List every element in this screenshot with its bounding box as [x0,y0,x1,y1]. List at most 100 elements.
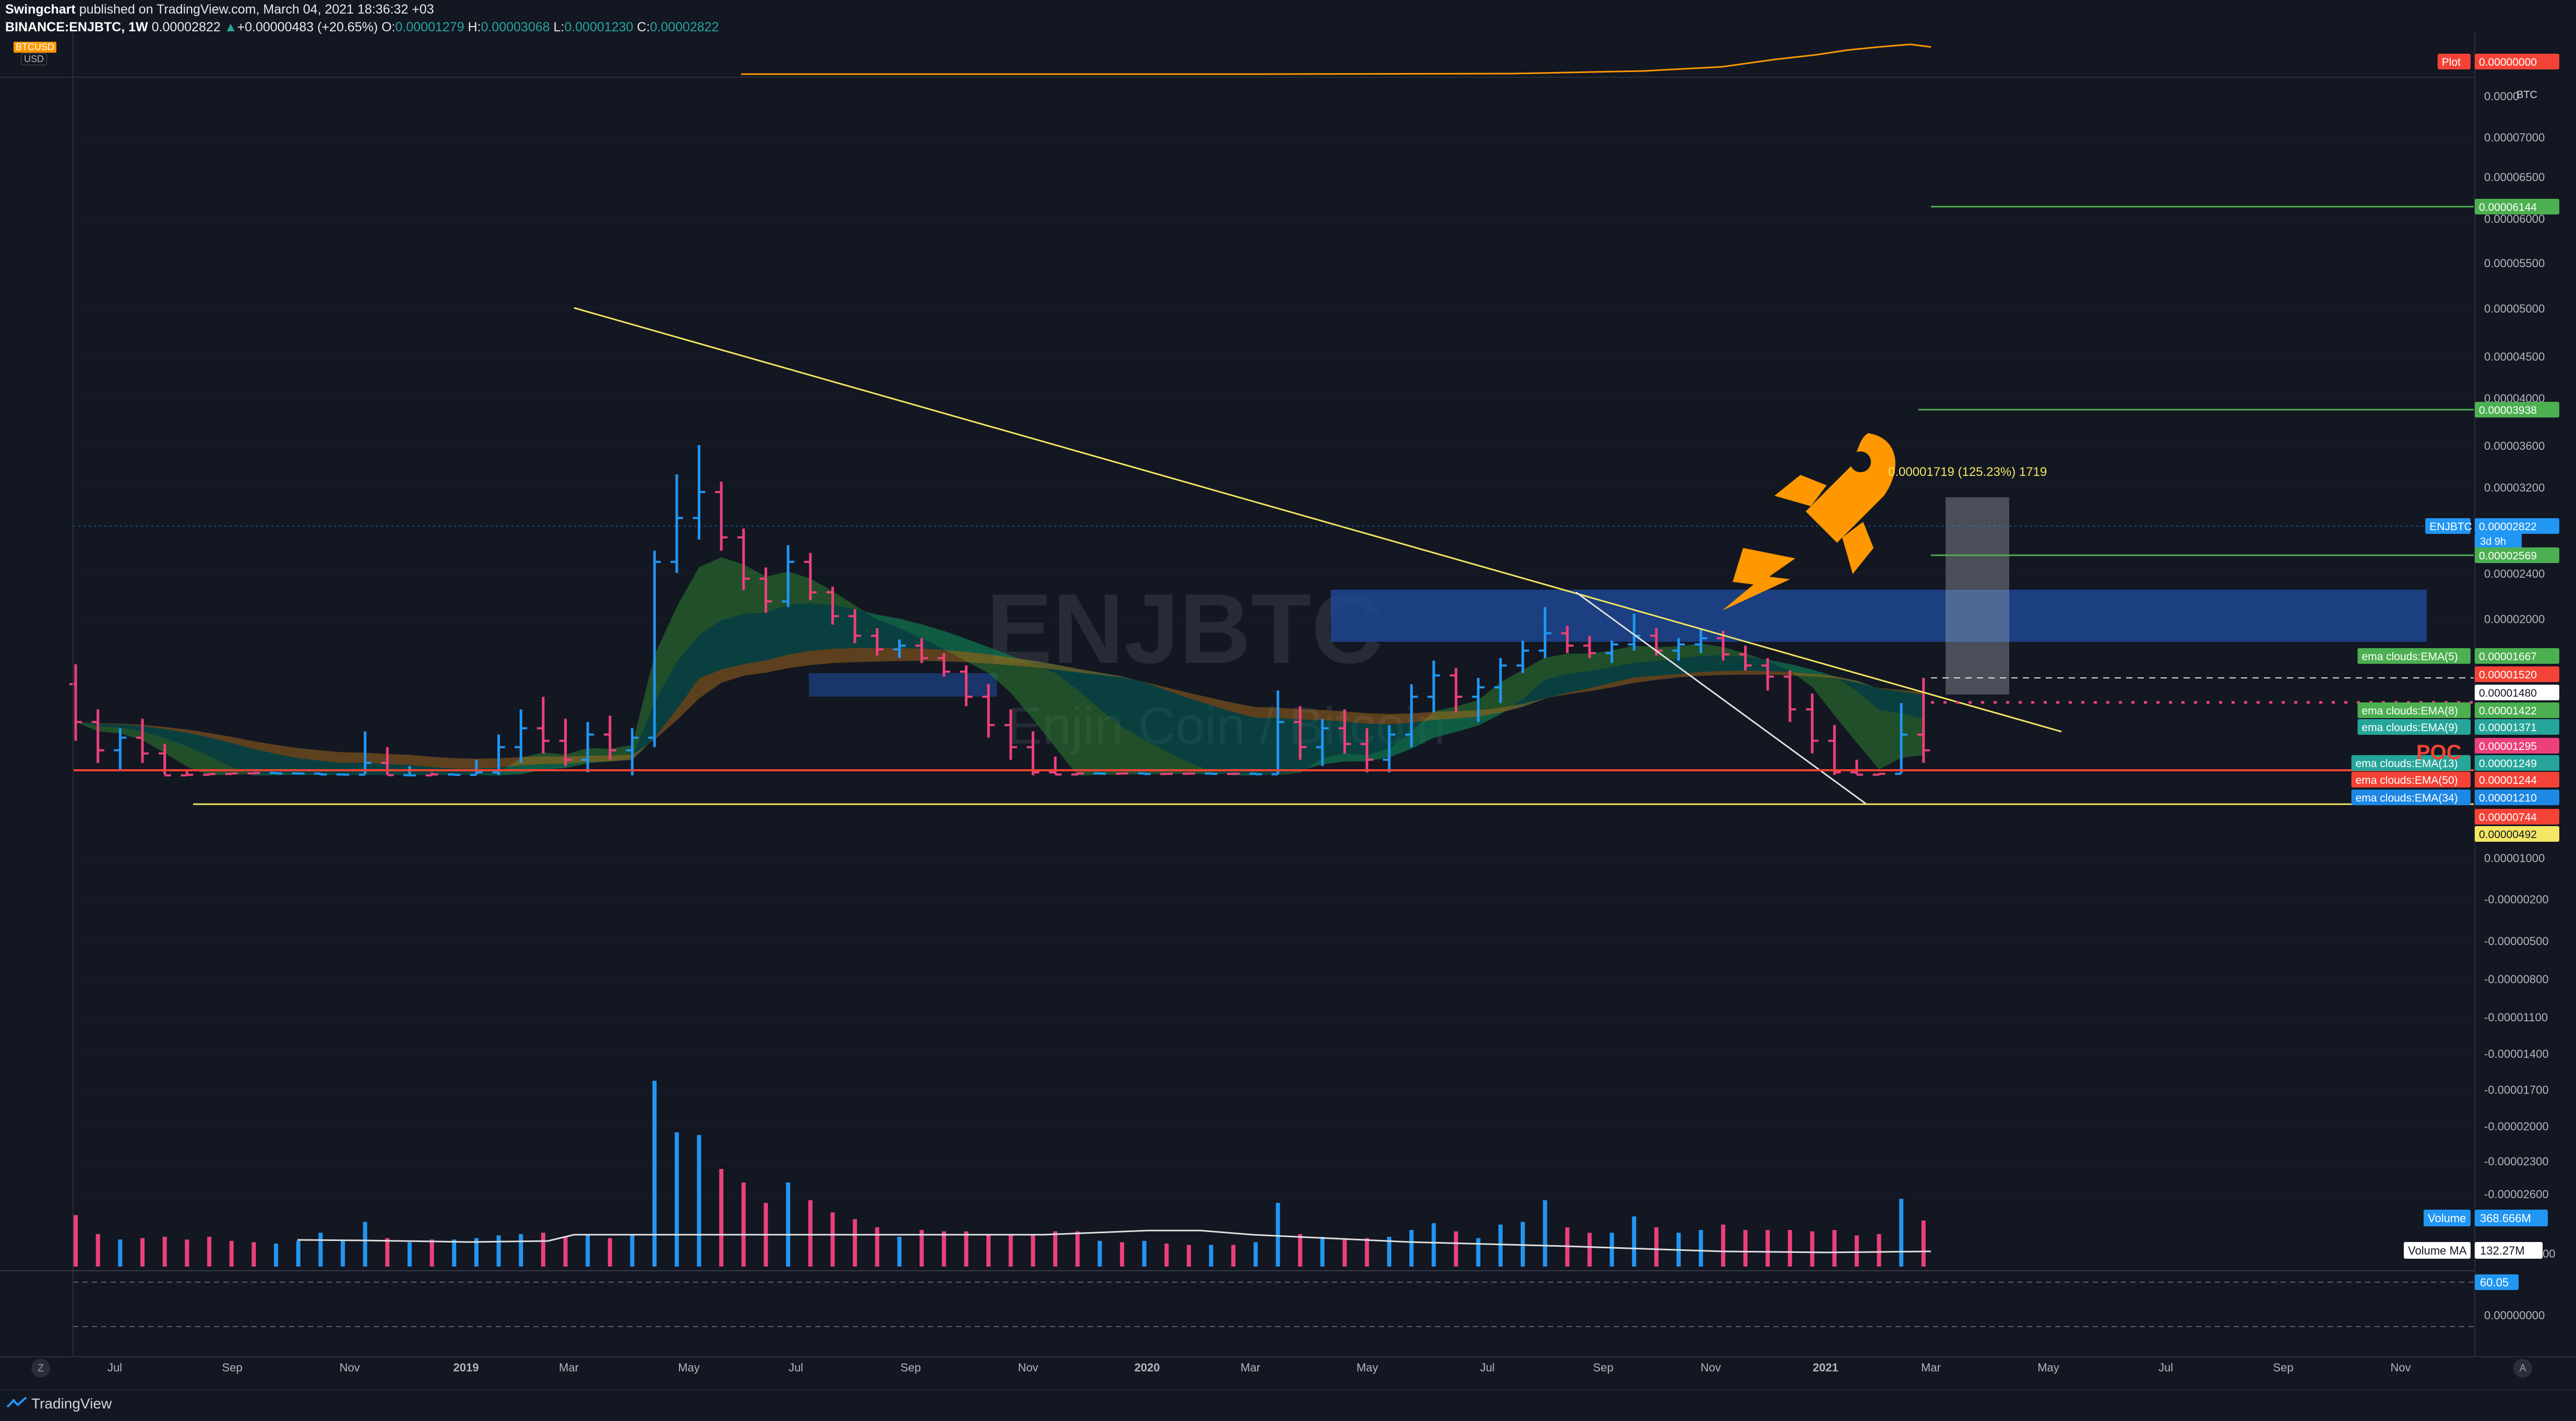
high-value: 0.00003068 [481,20,550,34]
volume-bar [1409,1230,1414,1267]
volume-bar [808,1200,813,1267]
time-tick: 2019 [454,1361,479,1374]
price-tick: -0.00001100 [2484,1011,2548,1024]
price-label-badge [2475,199,2559,214]
volume-bar [185,1239,189,1267]
time-axis: Jul Sep Nov 2019 Mar May Jul Sep Nov 2020 Mar May Ju… [108,1361,2411,1374]
volume-bar [1098,1240,1102,1267]
volume-value-badge [2475,1210,2548,1226]
volume-bar [1743,1230,1748,1267]
resistance-zone [1331,590,2427,642]
volume-bar [229,1240,234,1267]
price-label-badge [2475,402,2559,417]
price-label-value: 0.00002822 [2479,521,2537,533]
time-tick: Sep [2273,1361,2293,1374]
price-tick: 0.00007000 [2484,131,2545,144]
price-tick: 0.00005500 [2484,257,2545,270]
volume-bar [1520,1222,1525,1267]
volume-bar [118,1239,123,1267]
price-label-value: 0.00001249 [2479,758,2537,770]
price-tick: 0.00001000 [2484,852,2545,865]
volume-bar [563,1237,568,1267]
support-zone-left [809,673,997,697]
time-tick: Mar [1241,1361,1260,1374]
price-label-badge [2475,547,2559,563]
symbol-label[interactable]: BINANCE:ENJBTC, 1W [5,20,148,34]
publisher-name[interactable]: Swingchart [5,2,76,17]
close-label: C: [637,20,650,34]
time-tick: Nov [1018,1361,1038,1374]
zoom-button[interactable]: Z [31,1359,50,1378]
volume-bar [162,1237,167,1267]
volume-bar [697,1135,701,1267]
volume-bar [296,1240,301,1267]
volume-bar [897,1237,902,1267]
price-label-value: 0.00001667 [2479,651,2537,663]
volume-bar [1231,1245,1236,1267]
measure-box [1946,497,2009,695]
price-tick: 0.00006000 [2484,212,2545,225]
price-label-name-badge [2437,54,2471,69]
currency-badge[interactable]: USD [21,53,47,65]
volume-bar [1543,1200,1547,1267]
price-tick: 0.00003600 [2484,439,2545,452]
price-label-name-badge [2351,755,2471,771]
price-label-name: ema clouds:EMA(50) [2356,774,2458,786]
low-value: 0.00001230 [564,20,634,34]
lightning-icon [1722,548,1795,611]
last-price: 0.00002822 [151,20,221,34]
price-label-name-badge [2351,772,2471,787]
price-tick: 0.00003200 [2484,481,2545,494]
price-tick: 0.00002000 [2484,613,2545,626]
price-tick: -0.00001700 [2484,1083,2549,1096]
price-label-badge [2475,755,2559,771]
volume-bar [252,1242,256,1267]
poc-label: POC [2416,741,2462,764]
volume-bar [1632,1216,1637,1267]
volume-bar [920,1230,924,1267]
price-change: +0.00000483 (+20.65%) [237,20,378,34]
tradingview-logo[interactable]: TradingView [6,1395,112,1412]
price-label-name: ema clouds:EMA(13) [2356,758,2458,770]
volume-bar [607,1238,612,1267]
volume-bar [830,1212,835,1267]
volume-bar [363,1222,367,1267]
price-label-badge [2475,666,2559,682]
price-tick: -0.00002000 [2484,1120,2549,1133]
auto-scale-button[interactable]: A [2513,1359,2532,1378]
published-text: published on TradingView.com, March 04, … [79,2,434,17]
price-label-value: 0.00001244 [2479,774,2537,786]
price-label-name: ema clouds:EMA(8) [2362,705,2458,717]
time-tick: Sep [222,1361,242,1374]
volume-bar [1609,1233,1614,1267]
volume-bar [1453,1231,1458,1267]
volume-bar [1432,1223,1436,1267]
btc-badge: BTC [2517,89,2537,101]
price-label-badge [2475,719,2559,735]
price-label-name: ENJBTC [2429,521,2472,533]
price-tick: -0.00002300 [2484,1155,2549,1168]
price-label-name-badge [2425,518,2471,534]
price-label-badge [2475,648,2559,664]
btcusd-tag[interactable]: BTCUSD [14,42,57,53]
candles [69,445,1930,777]
volume-bar [207,1237,211,1267]
price-label-value: 0.00001295 [2479,741,2537,753]
volume-value: 368.666M [2480,1212,2531,1225]
volume-bar [786,1183,791,1267]
volume-bar [1142,1240,1147,1267]
volume-bar [430,1239,434,1267]
time-tick: 2021 [1813,1361,1839,1374]
price-label-value: 0.00001520 [2479,669,2537,681]
price-label-name-badge [2357,719,2471,735]
volume-bar [340,1240,345,1267]
trendline-short [1576,591,1866,805]
high-label: H: [468,20,481,34]
rsi-value-badge [2475,1274,2519,1290]
volume-bar [1787,1230,1792,1267]
volume-bar [1253,1242,1258,1267]
volume-ma-name-badge [2404,1242,2471,1259]
time-tick: Jul [789,1361,803,1374]
volume-bar [519,1234,523,1267]
